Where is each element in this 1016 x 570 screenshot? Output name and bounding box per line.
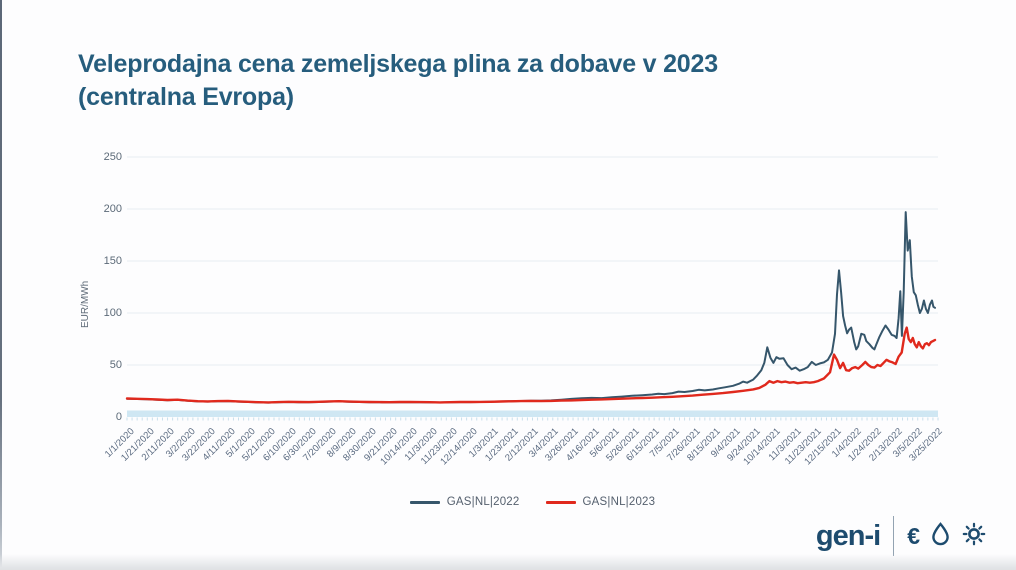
legend-item-gas-nl-2022: GAS|NL|2022 <box>409 496 520 508</box>
legend-label: GAS|NL|2023 <box>582 496 656 508</box>
frame-bottom-shadow <box>0 554 1016 570</box>
y-tick-label-50: 50 <box>109 358 122 371</box>
gen-i-logo: gen-i € <box>816 515 987 557</box>
page-title-line1: Veleprodajna cena zemeljskega plina za d… <box>78 50 718 78</box>
sun-ray <box>978 525 983 530</box>
logo-icons: € <box>907 521 987 552</box>
legend-label: GAS|NL|2022 <box>446 496 520 508</box>
legend-swatch <box>545 500 576 504</box>
gen-i-logo-text: gen-i <box>815 520 881 552</box>
y-tick-label-100: 100 <box>103 306 122 319</box>
sun-ray <box>978 537 983 542</box>
x-axis-baseline <box>127 410 938 417</box>
series-line-gas-nl-2023 <box>125 326 937 404</box>
euro-icon: € <box>907 523 920 549</box>
sun-ray <box>965 525 970 530</box>
y-tick-label-250: 250 <box>103 150 122 163</box>
legend-swatch <box>409 500 440 504</box>
page-title: Veleprodajna cena zemeljskega plina za d… <box>78 48 938 114</box>
page-title-line2: (centralna Evropa) <box>78 83 294 111</box>
legend-item-gas-nl-2023: GAS|NL|2023 <box>545 496 656 508</box>
y-tick-label-200: 200 <box>103 202 122 215</box>
sun-ray <box>965 537 970 542</box>
logo-divider <box>893 516 895 556</box>
chart-legend: GAS|NL|2022 GAS|NL|2023 <box>127 496 938 508</box>
series-line-gas-nl-2022 <box>126 211 936 404</box>
sun-icon <box>961 521 987 552</box>
y-tick-label-0: 0 <box>115 410 122 423</box>
droplet-icon <box>930 521 951 551</box>
y-tick-label-150: 150 <box>103 254 122 267</box>
frame-left-edge <box>0 0 2 570</box>
